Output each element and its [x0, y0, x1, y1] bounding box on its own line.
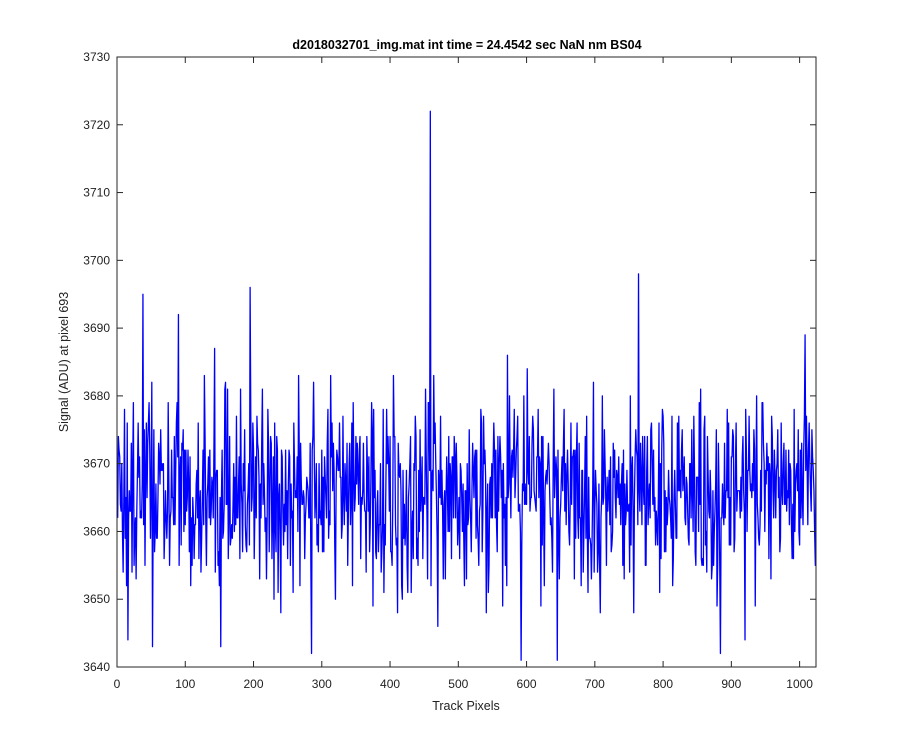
- x-tick-label: 600: [517, 677, 537, 691]
- y-tick-label: 3680: [83, 389, 110, 403]
- x-tick-label: 100: [175, 677, 195, 691]
- y-tick-label: 3670: [83, 457, 110, 471]
- y-axis-label: Signal (ADU) at pixel 693: [57, 292, 71, 432]
- y-tick-label: 3720: [83, 118, 110, 132]
- y-tick-label: 3700: [83, 253, 110, 267]
- chart-title: d2018032701_img.mat int time = 24.4542 s…: [292, 38, 641, 52]
- x-tick-label: 700: [585, 677, 605, 691]
- axes-box: [116, 56, 817, 668]
- y-tick-label: 3640: [83, 660, 110, 674]
- x-axis-label: Track Pixels: [432, 699, 500, 713]
- y-tick-label: 3710: [83, 186, 110, 200]
- y-axis: 3640 3650 3660 3670 3680 3690 3700 3710 3720 3730: [83, 50, 816, 674]
- x-tick-label: 800: [653, 677, 673, 691]
- plot-area: [116, 56, 817, 668]
- y-tick-label: 3730: [83, 50, 110, 64]
- y-tick-label: 3690: [83, 321, 110, 335]
- x-tick-label: 200: [244, 677, 264, 691]
- y-tick-label: 3660: [83, 524, 110, 538]
- x-tick-label: 500: [448, 677, 468, 691]
- x-tick-label: 0: [114, 677, 121, 691]
- x-axis: 0 100 200 300 400 500 600 700 800 900 1000: [114, 57, 813, 691]
- signal-series-line: [117, 110, 816, 661]
- x-tick-label: 1000: [786, 677, 813, 691]
- x-tick-label: 300: [312, 677, 332, 691]
- x-tick-label: 900: [721, 677, 741, 691]
- y-tick-label: 3650: [83, 592, 110, 606]
- x-tick-label: 400: [380, 677, 400, 691]
